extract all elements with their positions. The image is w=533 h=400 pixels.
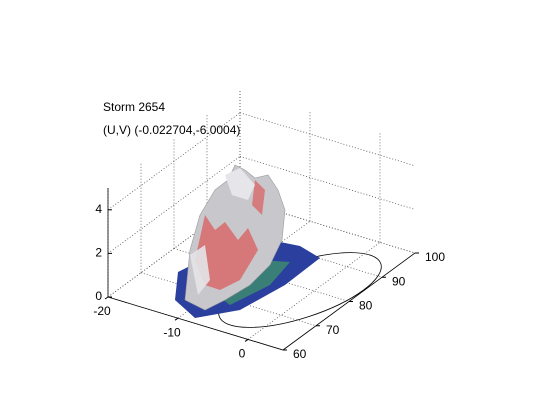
- grid-line: [239, 156, 416, 210]
- storm-surface: [175, 164, 382, 328]
- y-tick-label: 80: [359, 299, 373, 313]
- y-tick-label: 100: [425, 250, 445, 264]
- x-tick: [244, 338, 249, 342]
- grid-line: [107, 112, 241, 211]
- grid-line: [107, 199, 241, 298]
- isosurface-highlight: [190, 245, 210, 295]
- x-tick-label: -10: [163, 325, 181, 339]
- isosurface-highlight: [225, 168, 255, 200]
- grid-line: [140, 272, 317, 327]
- y-tick-label: 60: [293, 347, 307, 361]
- isosurface-core: [252, 180, 265, 215]
- z-tick-label: 4: [95, 202, 102, 216]
- grid-line: [239, 112, 416, 167]
- grid-line: [107, 156, 241, 254]
- x-tick-label: -20: [93, 304, 111, 318]
- z-tick-label: 0: [95, 289, 102, 303]
- chart-title: Storm 2654: [103, 100, 165, 114]
- y-tick-label: 70: [326, 323, 340, 337]
- grid-line: [247, 242, 381, 340]
- isosurface-core: [195, 215, 258, 290]
- y-tick-label: 90: [392, 274, 406, 288]
- z-tick-label: 2: [95, 246, 102, 260]
- x-tick: [104, 296, 109, 300]
- x-tick-label: 0: [239, 347, 246, 361]
- axis-layer: -20 -10 0 60 70 80 90 100 0 2 4: [93, 188, 445, 361]
- x-tick: [174, 317, 179, 321]
- chart-subtitle: (U,V) (-0.022704,-6.0004): [103, 123, 240, 137]
